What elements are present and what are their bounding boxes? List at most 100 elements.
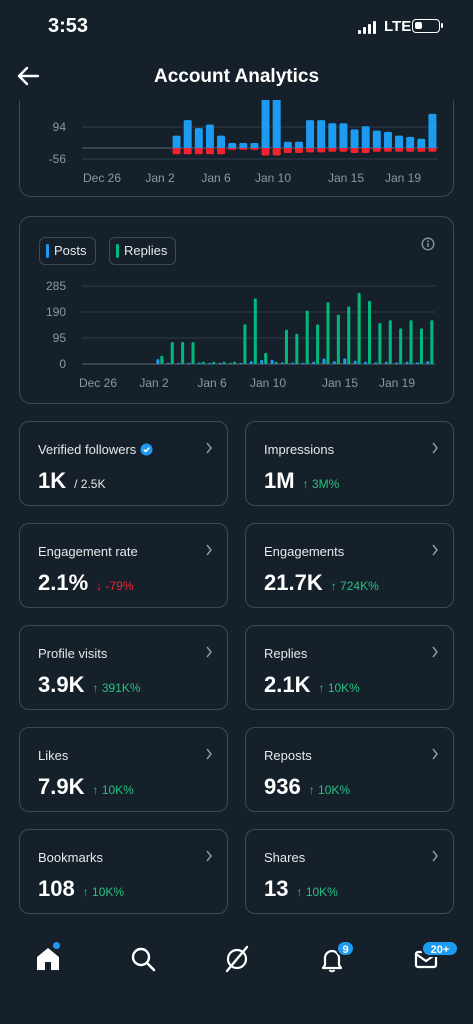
bar-posts	[384, 361, 388, 364]
bar-negative	[372, 148, 381, 152]
stat-card-replies[interactable]: Replies 2.1K ↑ 10K%	[245, 625, 454, 710]
bar-positive	[350, 129, 359, 148]
x-tick-label: Jan 15	[322, 376, 358, 390]
bar-replies	[336, 314, 340, 364]
x-tick-label: Jan 19	[385, 171, 421, 185]
stat-label: Shares	[264, 850, 306, 865]
stat-value: 3.9K ↑ 391K%	[38, 672, 141, 697]
search-icon[interactable]	[128, 944, 158, 974]
bar-replies	[326, 302, 330, 364]
stat-card-engagement-rate[interactable]: Engagement rate 2.1% ↓ -79%	[19, 523, 228, 608]
chevron-right-icon	[432, 442, 438, 454]
bar-posts	[208, 362, 212, 364]
stat-card-likes[interactable]: Likes 7.9K ↑ 10K%	[19, 727, 228, 812]
bar-posts	[197, 362, 201, 364]
bar-posts	[239, 362, 243, 364]
bar-posts	[166, 362, 170, 364]
info-icon[interactable]	[421, 237, 435, 251]
bar-negative	[250, 148, 259, 150]
bar-positive	[317, 120, 326, 148]
stat-change: ↑ 10K%	[318, 681, 360, 695]
home-indicator	[168, 1008, 306, 1013]
bar-posts	[260, 359, 264, 364]
bar-replies	[222, 361, 226, 364]
chevron-right-icon	[432, 646, 438, 658]
stat-change: ↓ -79%	[96, 579, 134, 593]
stat-card-reposts[interactable]: Reposts 936 ↑ 10K%	[245, 727, 454, 812]
bar-positive	[361, 126, 370, 148]
stat-card-verified-followers[interactable]: Verified followers 1K/ 2.5K	[19, 421, 228, 506]
bar-negative	[328, 148, 337, 152]
bar-replies	[253, 298, 257, 364]
bar-posts	[353, 360, 357, 364]
stat-change: ↑ 3M%	[302, 477, 340, 491]
bar-replies	[430, 320, 434, 364]
stat-change: ↑ 10K%	[296, 885, 338, 899]
stat-card-shares[interactable]: Shares 13 ↑ 10K%	[245, 829, 454, 914]
bar-posts	[291, 362, 295, 364]
stat-value: 1K/ 2.5K	[38, 468, 106, 493]
stat-label: Engagements	[264, 544, 345, 559]
home-icon[interactable]	[33, 944, 63, 974]
x-tick-label: Jan 19	[379, 376, 415, 390]
bar-negative	[183, 148, 192, 155]
stat-label: Engagement rate	[38, 544, 138, 559]
bar-posts	[229, 362, 233, 364]
bar-posts	[270, 359, 274, 364]
back-arrow-icon[interactable]	[14, 62, 42, 90]
bar-replies	[316, 324, 320, 364]
x-tick-label: Jan 10	[255, 171, 291, 185]
bell-icon[interactable]	[317, 944, 347, 974]
stat-value: 1M ↑ 3M%	[264, 468, 340, 493]
x-tick-label: Jan 2	[145, 171, 175, 185]
bar-replies	[233, 361, 237, 364]
stat-change: ↑ 724K%	[330, 579, 379, 593]
stat-card-engagements[interactable]: Engagements 21.7K ↑ 724K%	[245, 523, 454, 608]
stat-label: Likes	[38, 748, 69, 763]
x-tick-label: Dec 26	[83, 171, 121, 185]
bar-negative	[239, 148, 248, 150]
stat-card-profile-visits[interactable]: Profile visits 3.9K ↑ 391K%	[19, 625, 228, 710]
replies-swatch	[116, 244, 119, 258]
stat-label: Replies	[264, 646, 308, 661]
stat-card-impressions[interactable]: Impressions 1M ↑ 3M%	[245, 421, 454, 506]
bar-negative	[350, 148, 359, 153]
bar-positive	[328, 123, 337, 148]
chevron-right-icon	[432, 544, 438, 556]
bar-positive	[395, 135, 404, 148]
stat-value: 2.1% ↓ -79%	[38, 570, 134, 595]
bar-negative	[383, 148, 392, 152]
bar-positive	[383, 131, 392, 148]
bar-replies	[191, 342, 195, 364]
bar-negative	[361, 148, 370, 153]
chevron-right-icon	[432, 850, 438, 862]
bar-posts	[332, 361, 336, 364]
legend-posts-label: Posts	[54, 243, 87, 258]
bar-posts	[280, 362, 284, 364]
bar-negative	[406, 148, 415, 152]
stat-card-bookmarks[interactable]: Bookmarks 108 ↑ 10K%	[19, 829, 228, 914]
bar-positive	[406, 136, 415, 148]
bar-positive	[194, 128, 203, 148]
bar-replies	[284, 329, 288, 364]
bar-posts	[249, 361, 253, 364]
bar-replies	[160, 355, 164, 364]
legend-replies[interactable]: Replies	[109, 237, 177, 265]
x-tick-label: Jan 2	[139, 376, 169, 390]
diverging-bar-chart: 94 -56 Dec 26 Jan 2 Jan 6 Jan 10 Jan 15 Jan 19	[49, 92, 438, 185]
bar-positive	[339, 123, 348, 148]
y-tick-label: 285	[46, 279, 66, 293]
legend-posts[interactable]: Posts	[39, 237, 96, 265]
bar-positive	[228, 143, 237, 148]
bar-negative	[272, 148, 281, 156]
grok-icon[interactable]	[222, 944, 252, 974]
bar-posts	[312, 361, 316, 364]
stat-change: ↑ 391K%	[92, 681, 141, 695]
stat-label: Verified followers	[38, 442, 153, 457]
stat-value: 21.7K ↑ 724K%	[264, 570, 379, 595]
bar-posts	[395, 362, 399, 364]
bar-replies	[357, 292, 361, 364]
bar-posts	[343, 358, 347, 364]
y-tick-label: 94	[53, 120, 67, 134]
stat-value: 936 ↑ 10K%	[264, 774, 351, 799]
